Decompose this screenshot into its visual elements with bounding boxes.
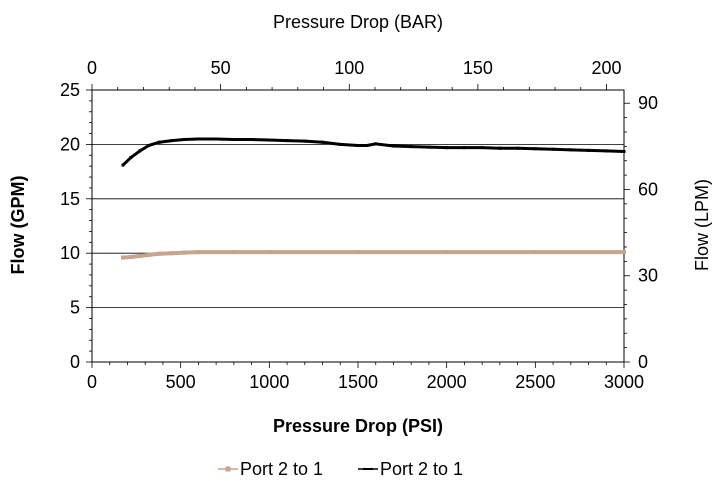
x2-tick-label-4: 200 — [591, 58, 621, 78]
x2-tick-label-0: 0 — [87, 58, 97, 78]
plot-border — [91, 89, 625, 363]
series-1-point — [267, 250, 272, 255]
y-tick-label-5: 25 — [60, 80, 80, 100]
legend-label-1: Port 2 to 1 — [240, 459, 323, 479]
legend: Port 2 to 1 Port 2 to 1 — [218, 459, 463, 479]
y2-tick-label-1: 30 — [638, 266, 658, 286]
plot-frame — [91, 89, 625, 363]
y-tick-label-3: 15 — [60, 189, 80, 209]
legend-swatch-marker-1 — [225, 466, 231, 472]
gridlines — [92, 143, 624, 309]
x-tick-label-3: 1500 — [338, 372, 378, 392]
series-1-point — [169, 251, 174, 256]
x-tick-label-4: 2000 — [427, 372, 467, 392]
x-tick-label-6: 3000 — [604, 372, 644, 392]
y-tick-label-2: 10 — [60, 243, 80, 263]
series-1-point — [231, 250, 236, 255]
legend-item-2: Port 2 to 1 — [358, 459, 463, 479]
series-line-2 — [121, 137, 626, 167]
y2-tick-label-2: 60 — [638, 179, 658, 199]
top-axis-title: Pressure Drop (BAR) — [273, 12, 443, 32]
y-tick-label-0: 0 — [70, 352, 80, 372]
series-1-point — [622, 250, 626, 255]
series-1-point — [146, 252, 151, 257]
series-1-point — [129, 255, 134, 260]
series-1-point — [157, 251, 162, 256]
x2-tick-label-2: 100 — [334, 58, 364, 78]
x-tick-label-5: 2500 — [515, 372, 555, 392]
y-tick-label-4: 20 — [60, 134, 80, 154]
y2-tick-label-0: 0 — [638, 352, 648, 372]
series-1-point — [121, 255, 126, 260]
series-1-point — [196, 250, 201, 255]
right-axis-title: Flow (LPM) — [692, 179, 712, 271]
series-lines — [121, 137, 626, 260]
bottom-axis-title: Pressure Drop (PSI) — [273, 416, 443, 436]
series-1-point — [137, 253, 142, 258]
x-tick-label-1: 500 — [166, 372, 196, 392]
y-tick-label-1: 5 — [70, 298, 80, 318]
legend-label-2: Port 2 to 1 — [380, 459, 463, 479]
x-tick-label-2: 1000 — [249, 372, 289, 392]
x2-tick-label-3: 150 — [463, 58, 493, 78]
series-1-point — [533, 250, 538, 255]
x-tick-label-0: 0 — [87, 372, 97, 392]
y2-tick-label-3: 90 — [638, 93, 658, 113]
minor-ticks — [86, 84, 630, 368]
series-1-point — [444, 250, 449, 255]
legend-item-1: Port 2 to 1 — [218, 459, 323, 479]
x2-tick-label-1: 50 — [211, 58, 231, 78]
series-1-point — [356, 250, 360, 255]
left-axis-title: Flow (GPM) — [8, 176, 28, 275]
series-1-point — [182, 250, 187, 255]
